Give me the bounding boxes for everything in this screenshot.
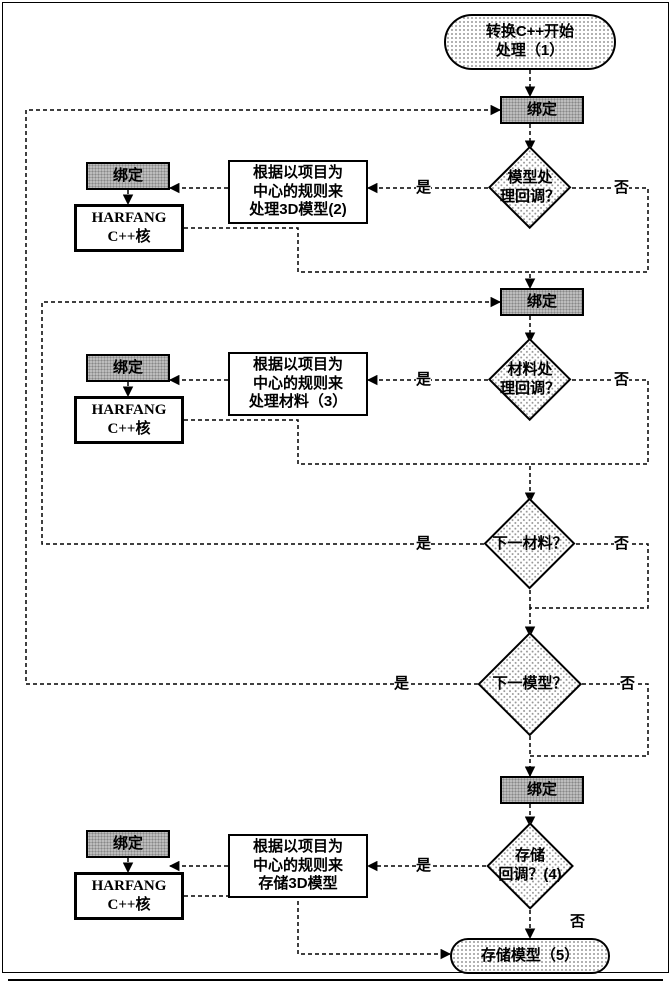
core-core1: HARFANGC++核 bbox=[74, 204, 184, 252]
decision-dec_mat: 材料处理回调？ bbox=[488, 338, 572, 422]
edge-label-0: 是 bbox=[416, 176, 431, 197]
decision-dec_nmat: 下一材料？ bbox=[484, 498, 576, 590]
process-proc_model: 根据以项目为中心的规则来处理3D模型(2) bbox=[228, 160, 368, 224]
edge-label-5: 否 bbox=[614, 532, 629, 553]
edge-label-8: 是 bbox=[416, 854, 431, 875]
dec_nmat-label: 下一材料？ bbox=[484, 498, 576, 590]
binding-bind2: 绑定 bbox=[500, 288, 584, 316]
binding-bind3b: 绑定 bbox=[86, 830, 170, 858]
edge-label-3: 否 bbox=[614, 368, 629, 389]
dec_model-label: 模型处理回调？ bbox=[488, 146, 572, 230]
edge-label-2: 是 bbox=[416, 368, 431, 389]
decision-dec_store: 存储回调？(4) bbox=[486, 822, 574, 910]
terminator-end: 存储模型（5） bbox=[450, 938, 610, 974]
decision-dec_model: 模型处理回调？ bbox=[488, 146, 572, 230]
edge-label-6: 是 bbox=[394, 672, 409, 693]
binding-bind1b: 绑定 bbox=[86, 162, 170, 190]
edge-label-1: 否 bbox=[614, 176, 629, 197]
dec_nmod-label: 下一模型？ bbox=[478, 632, 582, 736]
core-core2: HARFANGC++核 bbox=[74, 396, 184, 444]
binding-bind3: 绑定 bbox=[500, 776, 584, 804]
edge-5 bbox=[184, 228, 530, 288]
edge-label-7: 否 bbox=[620, 672, 635, 693]
binding-bind2b: 绑定 bbox=[86, 354, 170, 382]
dec_store-label: 存储回调？(4) bbox=[486, 822, 574, 910]
dec_mat-label: 材料处理回调？ bbox=[488, 338, 572, 422]
edge-label-9: 否 bbox=[570, 910, 585, 931]
process-proc_mat: 根据以项目为中心的规则来处理材料（3） bbox=[228, 352, 368, 416]
binding-bind1: 绑定 bbox=[500, 96, 584, 124]
decision-dec_nmod: 下一模型？ bbox=[478, 632, 582, 736]
edge-label-4: 是 bbox=[416, 532, 431, 553]
edge-24 bbox=[184, 896, 450, 954]
edge-11 bbox=[184, 420, 530, 502]
process-proc_store: 根据以项目为中心的规则来存储3D模型 bbox=[228, 834, 368, 898]
terminator-start: 转换C++开始处理（1） bbox=[444, 14, 616, 70]
core-core3: HARFANGC++核 bbox=[74, 872, 184, 920]
